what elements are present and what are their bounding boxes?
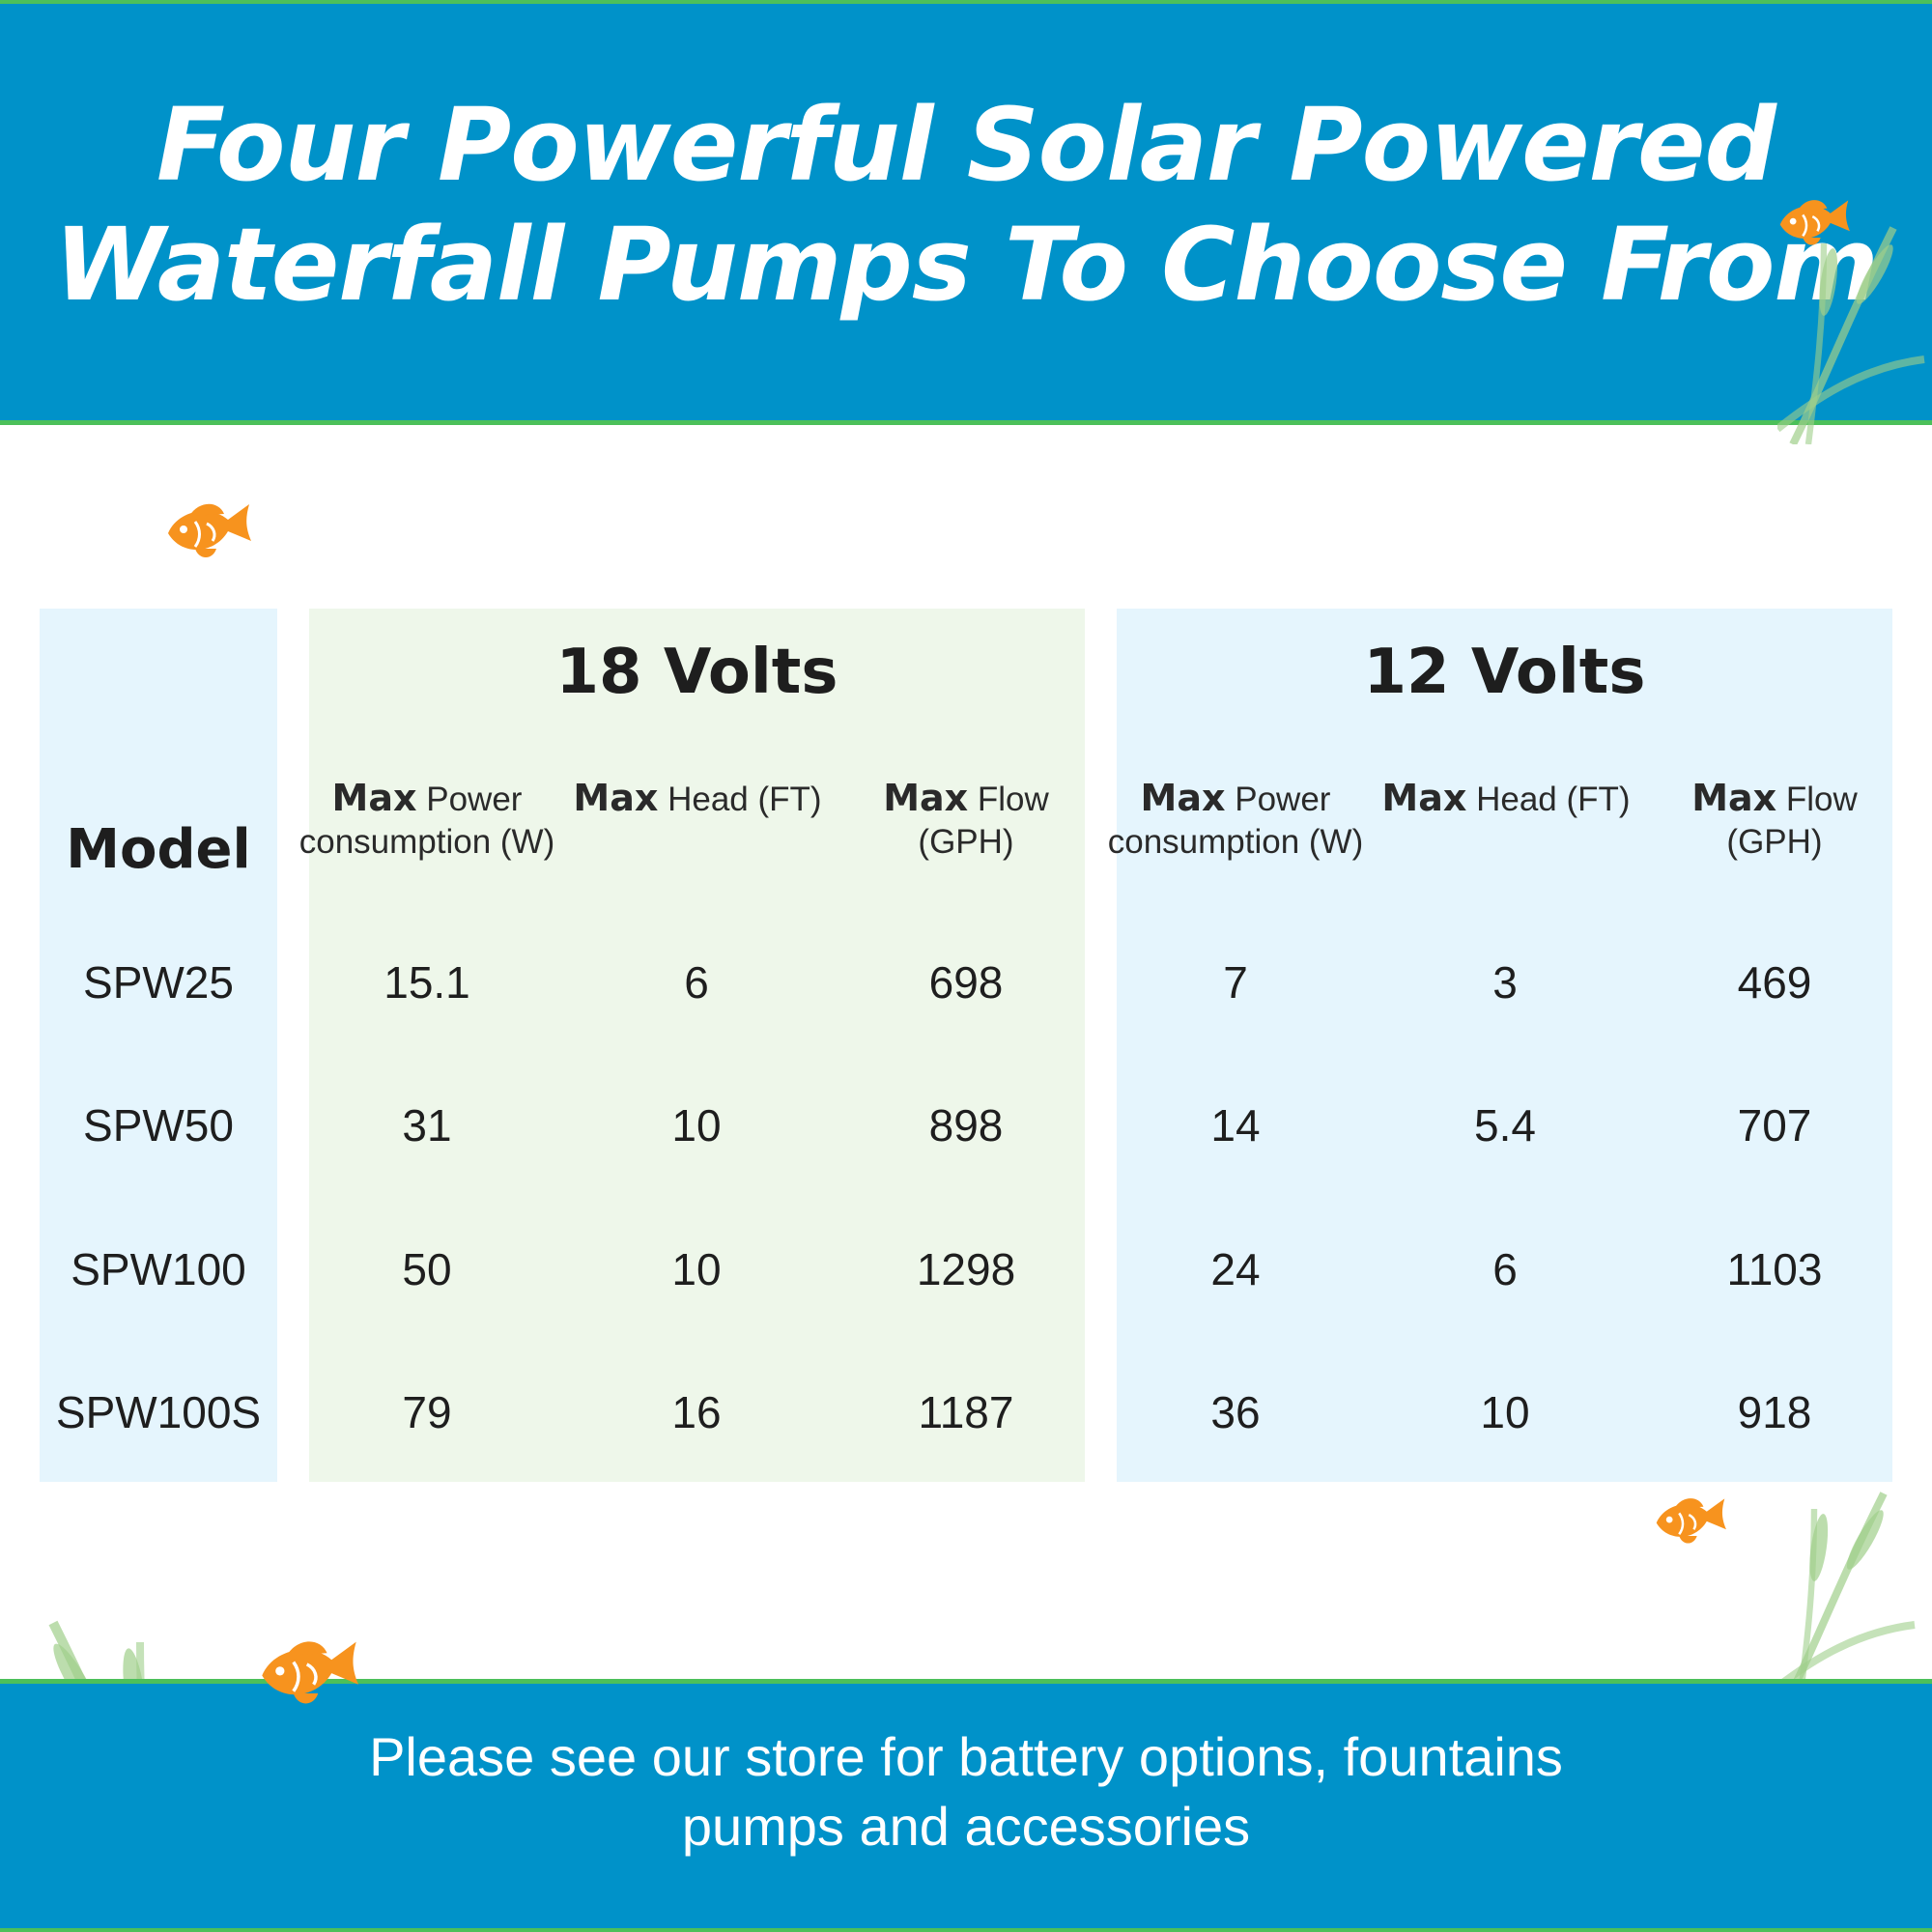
column-header-rest: Flow (GPH) xyxy=(918,781,1049,861)
fish-icon xyxy=(1650,1492,1731,1549)
column-header-bold: Max xyxy=(331,777,417,819)
footer-text-line-1: Please see our store for battery options… xyxy=(369,1726,1563,1787)
table-cell-18v-power: 79 xyxy=(402,1387,452,1437)
table-cell-12v-power: 14 xyxy=(1210,1100,1261,1151)
table-cell-18v-flow: 898 xyxy=(928,1100,1004,1151)
table-cell-model: SPW50 xyxy=(83,1100,234,1151)
table-cell-model: SPW100 xyxy=(71,1244,246,1294)
column-header-12v-power: Max Power consumption (W) xyxy=(1106,777,1365,864)
table-cell-18v-flow: 1298 xyxy=(916,1244,1016,1294)
column-header-rest: Head (FT) xyxy=(658,781,822,818)
column-header-18v-head: Max Head (FT) xyxy=(567,777,828,821)
table-cell-18v-flow: 698 xyxy=(928,957,1004,1008)
table-cell-12v-power: 36 xyxy=(1210,1387,1261,1437)
column-header-18v-power: Max Power consumption (W) xyxy=(298,777,556,864)
footer-text-line-2: pumps and accessories xyxy=(681,1796,1251,1857)
group-title-12-volts: 12 Volts xyxy=(1363,637,1646,708)
column-header-12v-flow: Max Flow (GPH) xyxy=(1645,777,1904,864)
page-title-line-2: Waterfall Pumps To Choose From xyxy=(54,206,1879,324)
model-column-panel xyxy=(40,609,277,1482)
cattail-reed-icon xyxy=(1758,1478,1932,1710)
column-header-18v-flow: Max Flow (GPH) xyxy=(837,777,1095,864)
table-cell-model: SPW25 xyxy=(83,957,234,1008)
page-title-line-1: Four Powerful Solar Powered xyxy=(156,86,1776,204)
table-cell-18v-power: 15.1 xyxy=(384,957,470,1008)
column-header-bold: Max xyxy=(1691,777,1777,819)
column-header-bold: Max xyxy=(573,777,659,819)
column-header-bold: Max xyxy=(1140,777,1226,819)
table-cell-12v-power: 24 xyxy=(1210,1244,1261,1294)
table-cell-18v-head: 16 xyxy=(671,1387,722,1437)
fish-icon xyxy=(253,1633,365,1712)
volts-12-panel xyxy=(1117,609,1892,1482)
top-banner xyxy=(0,0,1932,425)
column-header-bold: Max xyxy=(1381,777,1467,819)
column-header-rest: Power consumption (W) xyxy=(298,781,555,861)
table-cell-12v-flow: 1103 xyxy=(1726,1244,1823,1294)
table-cell-12v-flow: 918 xyxy=(1737,1387,1812,1437)
column-header-rest: Flow (GPH) xyxy=(1726,781,1858,861)
table-cell-18v-head: 10 xyxy=(671,1244,722,1294)
table-cell-12v-power: 7 xyxy=(1223,957,1248,1008)
table-cell-12v-flow: 469 xyxy=(1737,957,1812,1008)
table-cell-12v-head: 10 xyxy=(1480,1387,1530,1437)
volts-18-panel xyxy=(309,609,1085,1482)
table-cell-12v-head: 3 xyxy=(1492,957,1518,1008)
column-header-rest: Power consumption (W) xyxy=(1107,781,1364,861)
column-header-12v-head: Max Head (FT) xyxy=(1376,777,1636,821)
column-header-rest: Head (FT) xyxy=(1466,781,1631,818)
cattail-reed-icon xyxy=(1777,213,1932,444)
table-cell-18v-flow: 1187 xyxy=(918,1387,1014,1437)
table-cell-12v-head: 5.4 xyxy=(1474,1100,1536,1151)
table-cell-12v-head: 6 xyxy=(1492,1244,1518,1294)
table-cell-18v-power: 50 xyxy=(402,1244,452,1294)
table-cell-18v-head: 10 xyxy=(671,1100,722,1151)
table-cell-12v-flow: 707 xyxy=(1737,1100,1812,1151)
column-header-bold: Max xyxy=(883,777,969,819)
table-cell-model: SPW100S xyxy=(55,1387,262,1437)
fish-icon xyxy=(160,497,257,564)
model-column-header: Model xyxy=(66,818,251,881)
group-title-18-volts: 18 Volts xyxy=(555,637,838,708)
table-cell-18v-head: 6 xyxy=(684,957,709,1008)
bottom-banner xyxy=(0,1679,1932,1932)
table-cell-18v-power: 31 xyxy=(402,1100,452,1151)
